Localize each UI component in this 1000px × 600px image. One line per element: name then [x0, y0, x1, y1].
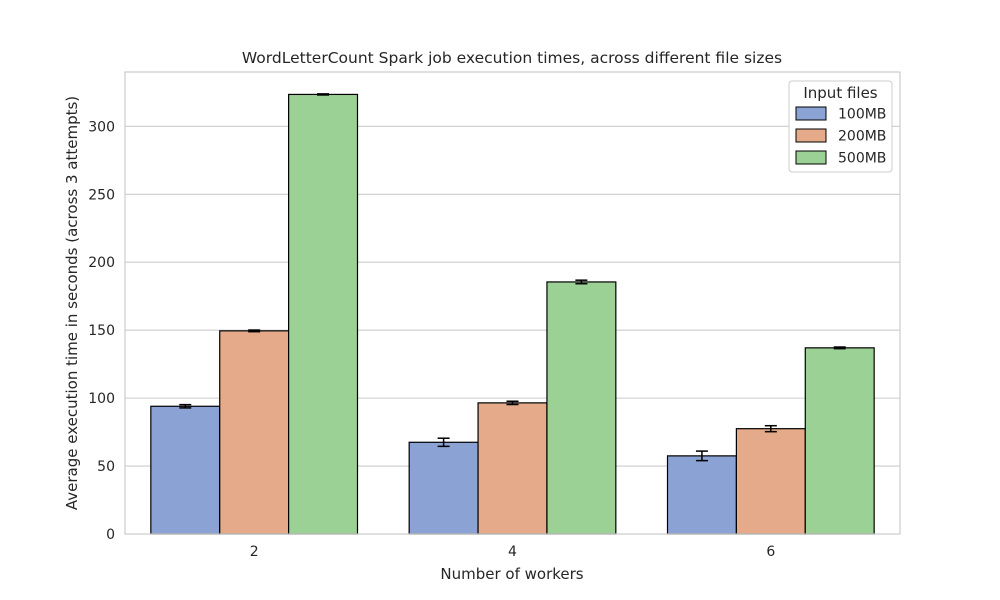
y-tick-label: 100 [88, 391, 115, 407]
error-bar-200mb-6 [764, 424, 777, 433]
error-bar-500mb-2 [317, 93, 330, 96]
legend-label: 100MB [838, 107, 886, 123]
legend-title: Input files [803, 84, 877, 102]
y-tick-labels: 0 50 100 150 200 250 300 [88, 119, 115, 543]
legend-swatch [795, 128, 827, 143]
bar-200mb-2 [219, 330, 290, 535]
bars [150, 93, 875, 535]
legend-label: 500MB [838, 151, 886, 167]
legend-swatch [795, 150, 827, 165]
error-bar-100mb-2 [179, 403, 192, 409]
bar-500mb-6 [804, 347, 875, 535]
y-tick-label: 0 [106, 527, 115, 543]
x-tick-label: 2 [250, 544, 259, 560]
legend-swatch [795, 106, 827, 121]
x-tick-labels: 2 4 6 [250, 544, 776, 560]
chart-title: WordLetterCount Spark job execution time… [242, 49, 782, 67]
error-bar-500mb-6 [833, 346, 846, 350]
error-bar-100mb-4 [437, 437, 450, 448]
error-bar-100mb-6 [695, 450, 708, 462]
x-tick-label: 4 [508, 544, 517, 560]
error-bar-500mb-4 [575, 279, 588, 285]
y-tick-label: 300 [88, 119, 115, 135]
legend-entry-100mb: 100MB [795, 106, 886, 123]
y-tick-label: 200 [88, 255, 115, 271]
bar-500mb-4 [546, 281, 617, 535]
y-tick-label: 150 [88, 323, 115, 339]
error-bar-200mb-2 [248, 329, 261, 333]
legend-entry-200mb: 200MB [795, 128, 886, 145]
bar-200mb-4 [477, 402, 548, 535]
x-axis-title: Number of workers [440, 565, 583, 583]
legend-entry-500mb: 500MB [795, 150, 886, 167]
plot-frame [124, 71, 901, 535]
error-bars [179, 93, 846, 462]
y-axis-title: Average execution time in seconds (acros… [63, 96, 81, 510]
legend-label: 200MB [838, 129, 886, 145]
legend-entries: 100MB 200MB 500MB [795, 106, 886, 167]
legend-box [788, 80, 893, 173]
bar-200mb-6 [735, 428, 806, 535]
bar-100mb-6 [666, 455, 737, 535]
bar-100mb-2 [150, 405, 221, 535]
legend: Input files 100MB 200MB 500MB [788, 80, 893, 173]
bar-100mb-4 [408, 441, 479, 535]
y-tick-label: 50 [97, 459, 115, 475]
bar-500mb-2 [288, 93, 359, 535]
y-tick-label: 250 [88, 187, 115, 203]
x-tick-label: 6 [766, 544, 775, 560]
error-bar-200mb-4 [506, 400, 519, 406]
